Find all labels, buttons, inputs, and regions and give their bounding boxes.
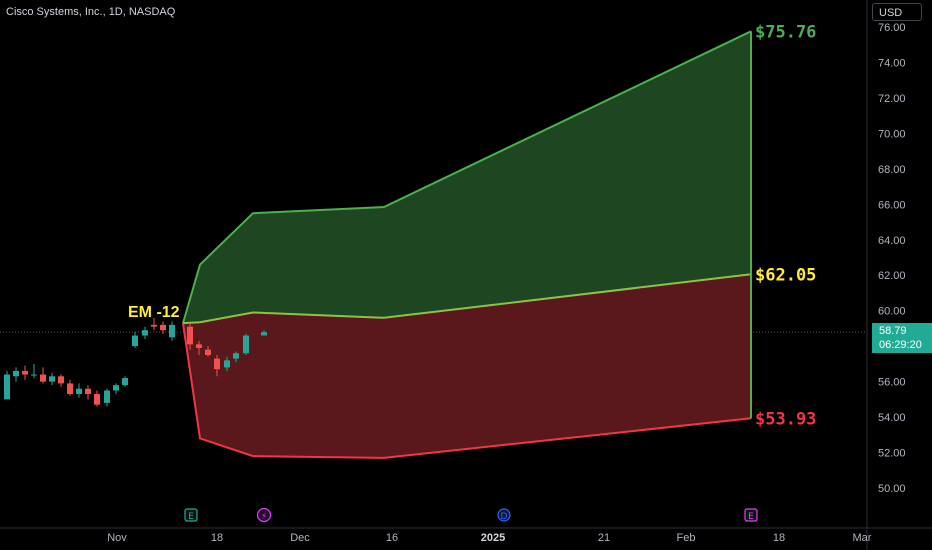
lower-bound-line <box>182 322 752 459</box>
earnings-event-icon[interactable]: E <box>184 508 198 522</box>
candle-body <box>31 374 37 376</box>
price-tick-label: 72.00 <box>878 93 906 105</box>
price-tick-label: 70.00 <box>878 128 906 140</box>
upper-expected-zone <box>183 31 751 324</box>
price-tick-label: 74.00 <box>878 57 906 69</box>
price-tick-label: 56.00 <box>878 377 906 389</box>
candle-body <box>132 335 138 347</box>
price-tick-label: 60.00 <box>878 306 906 318</box>
dividend-icon-shape <box>497 508 511 522</box>
candle-body <box>169 324 175 338</box>
upper-bound-label: $75.76 <box>755 22 816 42</box>
candle-body <box>187 326 193 345</box>
candle-body <box>224 360 230 368</box>
chart-title: Cisco Systems, Inc., 1D, NASDAQ <box>6 6 176 18</box>
bar-countdown: 06:29:20 <box>879 339 922 351</box>
candle-body <box>214 358 220 370</box>
candle-body <box>160 324 166 331</box>
time-tick-label: 2025 <box>481 532 505 544</box>
earnings-icon-shape <box>184 508 198 522</box>
candle-body <box>122 378 128 386</box>
price-tick-label: 68.00 <box>878 164 906 176</box>
candle-body <box>113 385 119 391</box>
candle-body <box>151 324 157 327</box>
price-tick-label: 64.00 <box>878 235 906 247</box>
candle-body <box>85 388 91 395</box>
time-tick-label: Mar <box>853 532 872 544</box>
time-tick-label: 16 <box>386 532 398 544</box>
candle-body <box>243 335 249 354</box>
candle-body <box>67 383 73 395</box>
mid-bound-label: $62.05 <box>755 265 816 285</box>
price-tick-label: 50.00 <box>878 483 906 495</box>
time-tick-label: Dec <box>290 532 310 544</box>
earnings-icon-shape <box>744 508 758 522</box>
event-symbol: E <box>748 512 754 522</box>
candle-body <box>196 344 202 348</box>
price-tick-label: 52.00 <box>878 448 906 460</box>
event-symbol: ⚡ <box>261 512 267 522</box>
last-price-tag: 58.79 06:29:20 <box>872 323 932 353</box>
earnings-event-icon[interactable]: E <box>744 508 758 522</box>
price-tick-label: 54.00 <box>878 412 906 424</box>
mid-bound-line <box>182 273 752 325</box>
time-tick-label: 21 <box>598 532 610 544</box>
lower-expected-zone <box>183 274 751 458</box>
upper-bound-line <box>182 30 752 324</box>
price-tick-label: 76.00 <box>878 22 906 34</box>
candle-body <box>104 390 110 403</box>
time-tick-label: Nov <box>107 532 127 544</box>
last-price-value: 58.79 <box>879 325 907 337</box>
candle-body <box>142 330 148 336</box>
candle-body <box>233 353 239 359</box>
lower-bound-label: $53.93 <box>755 409 816 429</box>
split-icon-shape <box>256 507 272 523</box>
candle-body <box>13 370 19 377</box>
expected-move-label: EM -12 <box>128 304 180 321</box>
candle-body <box>58 376 64 384</box>
candle-body <box>22 370 28 375</box>
candle-body <box>76 388 82 395</box>
time-tick-label: 18 <box>773 532 785 544</box>
split-event-icon[interactable]: ⚡ <box>256 507 272 523</box>
candle-body <box>205 349 211 356</box>
currency-button[interactable]: USD <box>872 3 922 21</box>
candle-body <box>40 374 46 382</box>
event-symbol: E <box>188 512 194 522</box>
time-tick-label: Feb <box>677 532 696 544</box>
candle-body <box>49 376 55 382</box>
time-tick-label: 18 <box>211 532 223 544</box>
candle-body <box>4 374 10 400</box>
candle-body <box>261 332 267 336</box>
price-tick-label: 66.00 <box>878 199 906 211</box>
candle-body <box>94 394 100 405</box>
price-tick-label: 62.00 <box>878 270 906 282</box>
event-symbol: D <box>501 512 508 522</box>
dividend-event-icon[interactable]: D <box>497 508 511 522</box>
